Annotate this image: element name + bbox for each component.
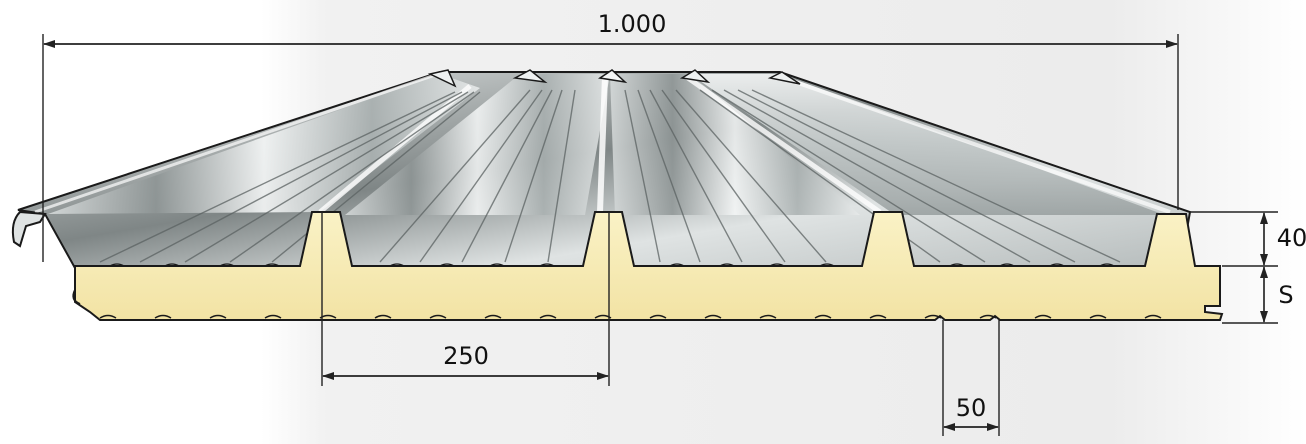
dimension-total-width: 1.000 <box>598 10 667 38</box>
dimension-rib-height: 40 <box>1277 224 1306 252</box>
dimension-micro-rib-pitch: 50 <box>956 394 987 422</box>
dimension-core-thickness: S <box>1278 281 1293 309</box>
dimension-rib-spacing: 250 <box>443 342 489 370</box>
foam-core <box>11 210 1224 321</box>
dimension-lines <box>42 34 1278 436</box>
